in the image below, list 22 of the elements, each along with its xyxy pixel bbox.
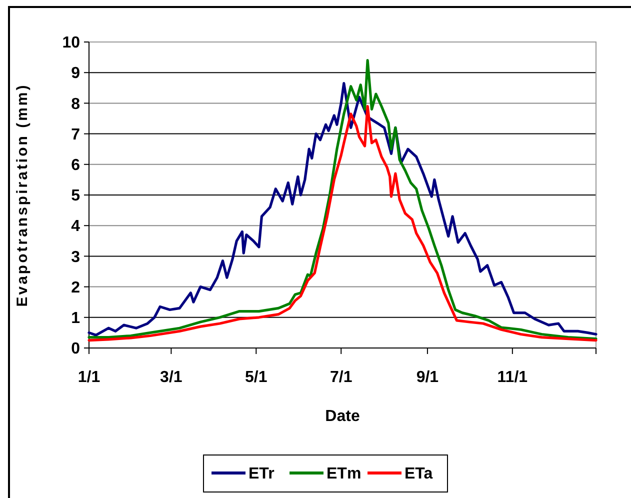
- legend-label: ETr: [248, 466, 274, 483]
- y-tick-label: 1: [71, 310, 80, 327]
- x-tick-label: 9/1: [416, 369, 439, 386]
- x-tick-label: 1/1: [78, 369, 100, 386]
- y-tick-label: 7: [71, 126, 80, 144]
- y-tick-label: 4: [71, 218, 80, 236]
- y-tick-label: 8: [71, 96, 80, 113]
- x-tick-label: 5/1: [245, 369, 268, 386]
- y-tick-label: 6: [71, 157, 80, 174]
- y-tick-label: 0: [71, 340, 80, 358]
- y-tick-label: 2: [71, 279, 80, 296]
- x-tick-label: 3/1: [160, 369, 182, 386]
- y-tick-label: 5: [71, 188, 80, 205]
- x-axis-title: Date: [325, 408, 360, 425]
- legend-label: ETm: [326, 466, 362, 483]
- y-axis-title: Evapotranspiration (mm): [14, 83, 31, 307]
- y-tick-label: 3: [71, 248, 80, 266]
- y-tick-label: 9: [71, 65, 80, 82]
- legend-label: ETa: [404, 466, 433, 483]
- x-tick-label: 11/1: [497, 369, 528, 386]
- x-tick-label: 7/1: [330, 369, 352, 386]
- y-tick-label: 10: [62, 34, 80, 52]
